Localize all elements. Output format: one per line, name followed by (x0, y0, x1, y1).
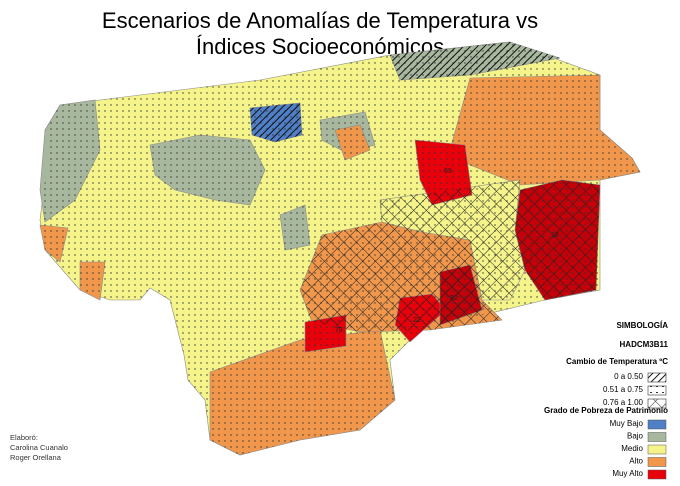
credit: Roger Orellana (10, 453, 62, 462)
legend-label: 0.76 a 1.00 (603, 398, 644, 407)
hatch-overlay (250, 103, 302, 142)
legend-swatch (647, 432, 667, 442)
map: 69 18 78 22 82 (39, 41, 641, 456)
legend-swatch-pattern (648, 386, 666, 395)
legend-label: Muy Alto (612, 469, 643, 478)
legend-model: HADCM3B11 (620, 340, 669, 349)
credit: Elaboró: (10, 433, 38, 442)
cross-overlay (440, 265, 482, 325)
legend-swatch-pattern (648, 399, 666, 408)
hatch-overlay (390, 42, 560, 80)
legend-swatch (647, 419, 667, 430)
legend: SIMBOLOGÍA HADCM3B11 Cambio de Temperatu… (544, 321, 669, 480)
map-label: 18 (551, 232, 559, 239)
credit: Carolina Cuanalo (10, 443, 68, 452)
legend-swatch (647, 444, 667, 455)
map-label: 22 (413, 317, 421, 324)
legend-section: Grado de Pobreza de Patrimonio (544, 406, 668, 415)
map-label: 69 (444, 168, 452, 175)
legend-swatch (647, 469, 667, 480)
map-label: 78 (335, 327, 343, 334)
legend-label: Medio (621, 444, 643, 453)
legend-section: Cambio de Temperatura ºC (566, 357, 668, 366)
legend-label: Bajo (627, 432, 644, 441)
cross-overlay (515, 180, 600, 300)
legend-label: Muy Bajo (610, 419, 644, 428)
legend-swatch-pattern (648, 373, 666, 382)
legend-swatch (647, 457, 667, 467)
legend-label: 0.51 a 0.75 (603, 385, 644, 394)
title-line: Escenarios de Anomalías de Temperatura v… (102, 8, 538, 33)
legend-heading: SIMBOLOGÍA (616, 321, 668, 330)
cross-overlay (380, 180, 525, 300)
map-label: 82 (450, 295, 458, 302)
legend-label: Alto (629, 457, 643, 466)
legend-label: 0 a 0.50 (614, 372, 643, 381)
